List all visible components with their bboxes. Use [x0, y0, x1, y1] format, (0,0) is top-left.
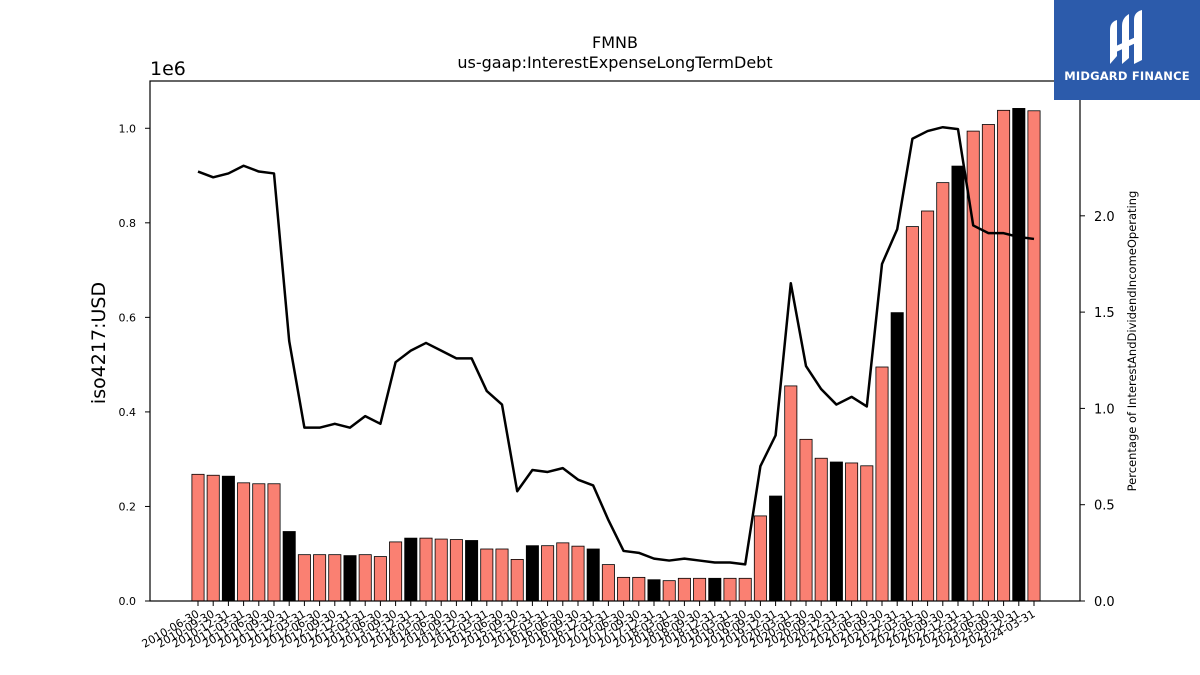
bar-2022-09-30 — [936, 182, 950, 602]
y-tick-label: 0.2 — [119, 500, 137, 513]
bar-2020-06-30 — [799, 438, 813, 602]
bar-2011-06-30 — [252, 483, 266, 602]
bar-2021-03-31 — [845, 462, 859, 602]
bar-2019-09-30 — [753, 515, 767, 602]
y2-tick-label: 2.0 — [1094, 210, 1115, 225]
bar-2015-03-31 — [480, 548, 494, 602]
bar-2014-12-31 — [465, 540, 479, 602]
bar-2017-03-31 — [601, 564, 615, 602]
bar-2013-12-31 — [404, 537, 418, 602]
chart-subtitle: us-gaap:InterestExpenseLongTermDebt — [457, 53, 772, 72]
y-tick-label: 0.8 — [119, 217, 137, 230]
y2-tick-label: 1.0 — [1094, 402, 1115, 417]
bar-2022-12-31 — [951, 165, 965, 602]
bar-2023-09-30 — [997, 109, 1011, 602]
logo-mark-icon — [1110, 10, 1142, 64]
bar-2013-03-31 — [358, 554, 372, 602]
series-line — [197, 125, 1035, 566]
bar-2021-12-31 — [890, 312, 904, 602]
bar-2012-12-31 — [343, 555, 357, 602]
bar-2016-03-31 — [541, 545, 555, 602]
bar-2015-06-30 — [495, 548, 509, 602]
y2-axis-label: Percentage of InterestAndDividendIncomeO… — [1125, 191, 1139, 492]
bar-2019-03-31 — [723, 577, 737, 602]
y-tick-label: 0.4 — [119, 406, 137, 419]
bar-2010-09-30 — [206, 474, 220, 602]
bar-2012-09-30 — [328, 554, 342, 602]
bar-2010-06-30 — [191, 473, 205, 602]
y-axis-label: iso4217:USD — [88, 282, 110, 404]
bar-2018-12-31 — [708, 577, 722, 602]
bar-2022-06-30 — [921, 210, 935, 602]
bar-2016-06-30 — [556, 542, 570, 602]
bar-2011-03-31 — [237, 482, 251, 602]
bar-2018-09-30 — [693, 577, 707, 602]
bar-2015-09-30 — [510, 559, 524, 602]
y2-tick-label: 0.0 — [1094, 595, 1115, 610]
y2-tick-label: 1.5 — [1094, 306, 1115, 321]
midgard-finance-logo: MIDGARD FINANCE — [1054, 0, 1200, 100]
bar-2013-06-30 — [373, 556, 387, 602]
bar-2023-12-31 — [1012, 108, 1026, 602]
bar-2012-06-30 — [313, 554, 327, 602]
bar-2014-03-31 — [419, 537, 433, 602]
bar-2019-06-30 — [738, 577, 752, 602]
bar-2024-03-31 — [1027, 110, 1041, 602]
bar-2020-12-31 — [829, 461, 843, 602]
bar-2016-09-30 — [571, 545, 585, 602]
logo-text: MIDGARD FINANCE — [1064, 69, 1190, 83]
bar-2017-12-31 — [647, 579, 661, 602]
y-offset-label: 1e6 — [150, 58, 186, 80]
y-tick-label: 0.0 — [119, 595, 137, 608]
bar-2010-12-31 — [221, 475, 235, 602]
bar-2021-09-30 — [875, 366, 889, 602]
bar-2021-06-30 — [860, 465, 874, 602]
bar-2022-03-31 — [905, 226, 919, 602]
bar-2014-09-30 — [449, 539, 463, 602]
bar-2016-12-31 — [586, 548, 600, 602]
y-tick-label: 0.6 — [119, 311, 137, 324]
y-tick-label: 1.0 — [119, 122, 137, 135]
chart-title: FMNB — [592, 33, 638, 52]
y2-tick-label: 0.5 — [1094, 499, 1115, 514]
bar-2012-03-31 — [297, 554, 311, 602]
bar-2017-09-30 — [632, 576, 646, 602]
bar-2023-06-30 — [981, 124, 995, 602]
bar-2020-09-30 — [814, 457, 828, 602]
bar-2011-09-30 — [267, 483, 281, 602]
bar-2018-06-30 — [677, 577, 691, 602]
bar-2020-03-31 — [784, 385, 798, 602]
bar-2019-12-31 — [769, 495, 783, 602]
plot-frame — [149, 80, 1081, 602]
bar-2017-06-30 — [617, 576, 631, 602]
bar-2018-03-31 — [662, 580, 676, 602]
bar-2014-06-30 — [434, 538, 448, 602]
bar-2015-12-31 — [525, 545, 539, 602]
bar-2011-12-31 — [282, 531, 296, 602]
bar-2013-09-30 — [389, 541, 403, 602]
